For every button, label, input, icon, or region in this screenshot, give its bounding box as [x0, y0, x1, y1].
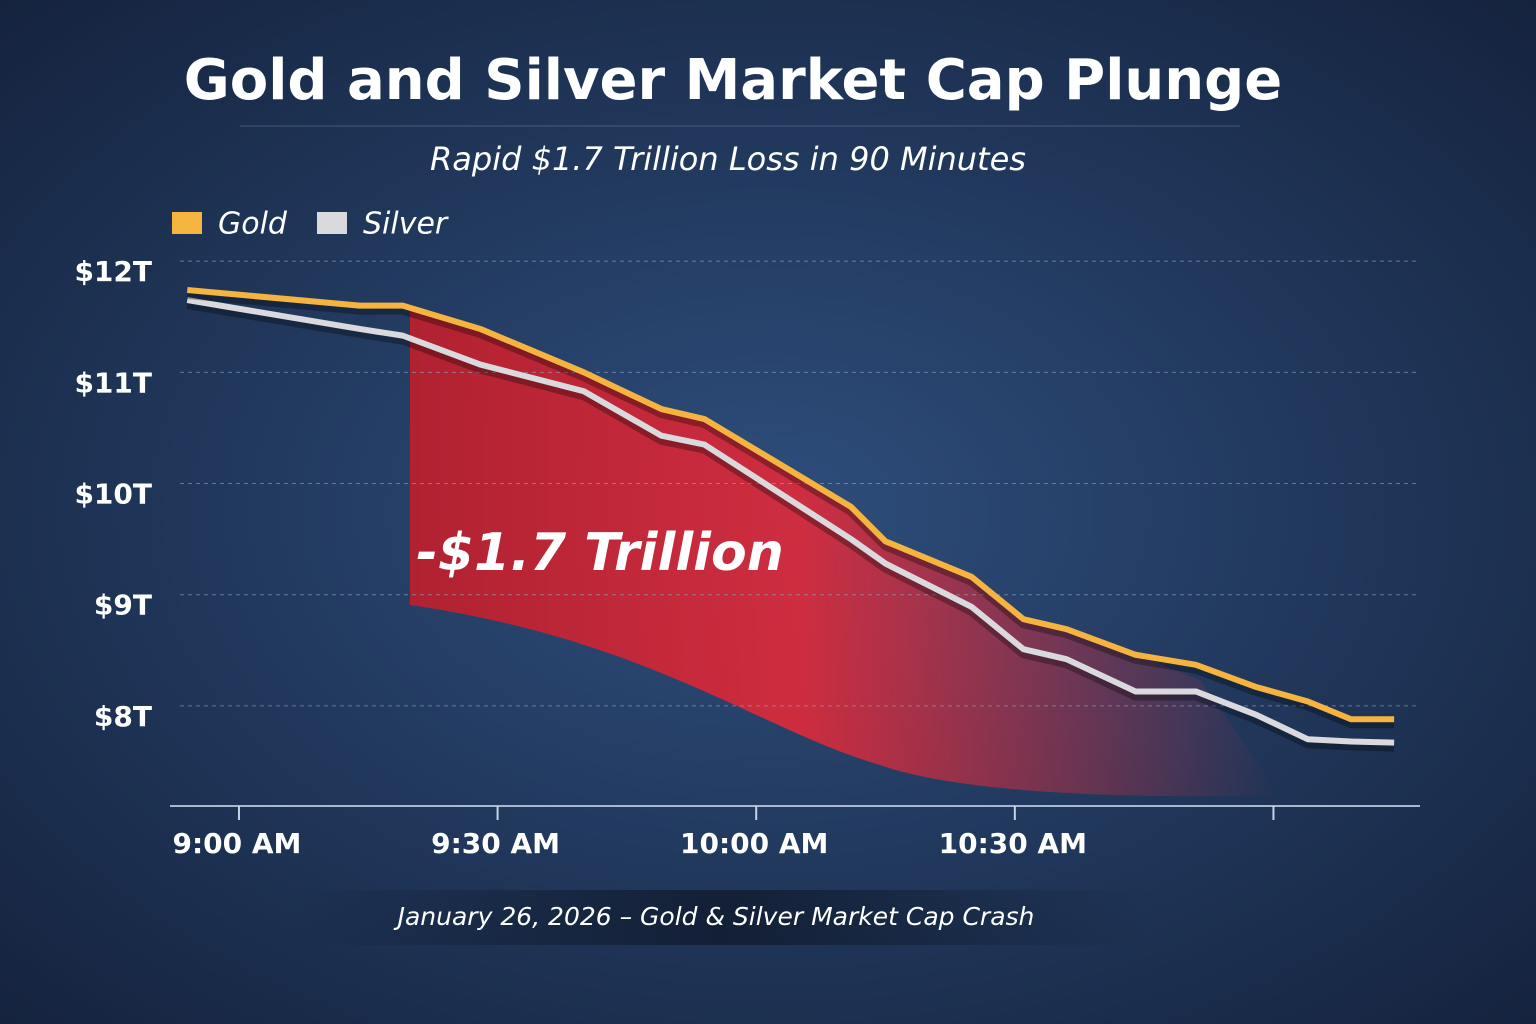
y-tick-label: $11T [74, 366, 152, 399]
x-tick-label: 10:00 AM [680, 827, 828, 860]
y-tick-label: $12T [74, 255, 152, 288]
legend-swatch [172, 212, 202, 234]
y-tick-label: $9T [94, 589, 152, 622]
y-tick-label: $8T [94, 700, 152, 733]
legend: Gold Silver [172, 207, 449, 242]
chart-title: Gold and Silver Market Cap Plunge [184, 48, 1282, 113]
annotation: -$1.7 Trillion [416, 523, 783, 583]
line [186, 287, 1395, 723]
legend-label: Silver [363, 207, 449, 242]
loss-area [410, 310, 1280, 797]
footer: January 26, 2026 – Gold & Silver Market … [393, 902, 1035, 931]
footer-band [290, 890, 1150, 945]
x-tick-label: 9:00 AM [172, 827, 301, 860]
x-tick-label: 9:30 AM [431, 827, 560, 860]
legend-label: Gold [218, 207, 288, 242]
subtitle: Rapid $1.7 Trillion Loss in 90 Minutes [430, 140, 1026, 178]
line-shadow [186, 299, 1395, 752]
line [186, 297, 1395, 746]
x-tick-label: 10:30 AM [939, 827, 1087, 860]
line-shadow [186, 289, 1395, 729]
y-tick-label: $10T [74, 478, 152, 511]
legend-swatch [316, 212, 347, 234]
